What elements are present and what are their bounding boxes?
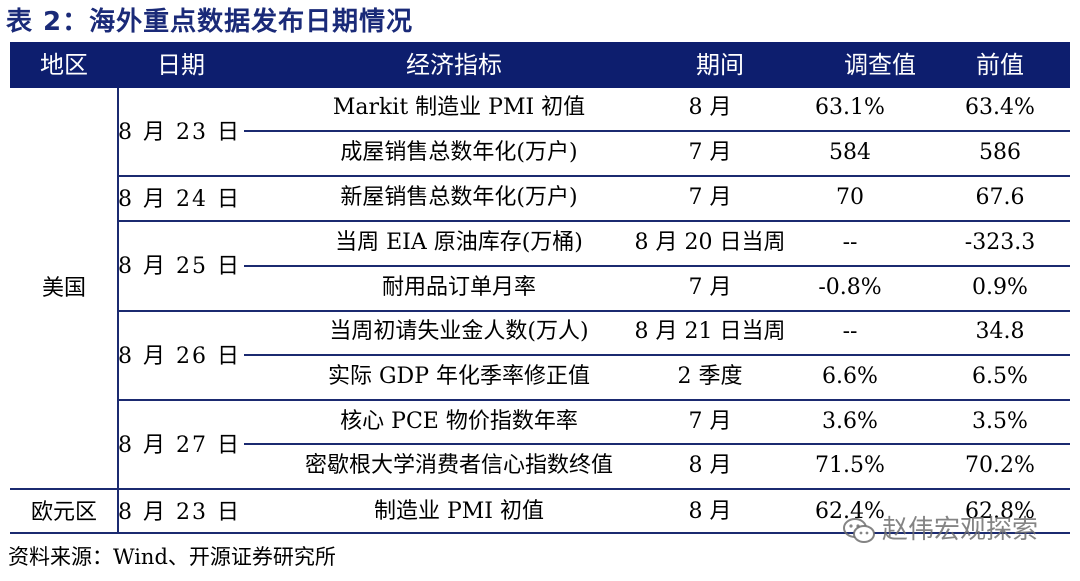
date-cell: 8 月 25 日 bbox=[118, 254, 241, 279]
date-cell: 8 月 23 日 bbox=[118, 120, 241, 145]
period-cell: 8 月 bbox=[688, 499, 732, 524]
indicator-cell: 核心 PCE 物价指数年率 bbox=[340, 409, 578, 434]
survey-cell: 71.5% bbox=[815, 453, 885, 478]
watermark-text: 赵伟宏观探索 bbox=[882, 515, 1039, 545]
previous-cell: -323.3 bbox=[964, 230, 1036, 255]
header-date: 日期 bbox=[157, 51, 205, 79]
source-note: 资料来源：Wind、开源证券研究所 bbox=[8, 545, 336, 569]
survey-cell: -- bbox=[842, 230, 858, 255]
previous-cell: 62.8% bbox=[965, 499, 1035, 524]
column-divider bbox=[117, 88, 119, 488]
row-divider bbox=[244, 265, 1070, 267]
row-divider bbox=[244, 354, 1070, 356]
column-divider bbox=[117, 490, 119, 534]
period-cell: 7 月 bbox=[688, 185, 732, 210]
indicator-cell: 成屋销售总数年化(万户) bbox=[340, 140, 578, 165]
row-divider bbox=[244, 130, 1070, 132]
indicator-cell: 当周初请失业金人数(万人) bbox=[329, 319, 589, 344]
row-divider bbox=[117, 399, 1070, 401]
period-cell: 8 月 bbox=[688, 453, 732, 478]
indicator-cell: 新屋销售总数年化(万户) bbox=[340, 185, 578, 210]
wechat-icon bbox=[843, 517, 875, 543]
previous-cell: 70.2% bbox=[965, 453, 1035, 478]
previous-cell: 586 bbox=[979, 140, 1021, 165]
survey-cell: -0.8% bbox=[818, 275, 882, 300]
survey-cell: 70 bbox=[836, 185, 864, 210]
row-divider bbox=[117, 310, 1070, 312]
previous-cell: 34.8 bbox=[975, 319, 1025, 344]
survey-cell: -- bbox=[842, 319, 858, 344]
indicator-cell: 密歇根大学消费者信心指数终值 bbox=[304, 453, 613, 478]
previous-cell: 3.5% bbox=[972, 409, 1028, 434]
period-cell: 7 月 bbox=[688, 409, 732, 434]
period-cell: 2 季度 bbox=[677, 364, 743, 389]
header-previous: 前值 bbox=[976, 51, 1024, 79]
previous-cell: 63.4% bbox=[965, 95, 1035, 120]
header-region: 地区 bbox=[40, 51, 88, 79]
header-indicator: 经济指标 bbox=[406, 51, 502, 79]
row-divider bbox=[244, 443, 1070, 445]
header-period: 期间 bbox=[696, 51, 744, 79]
region-usa: 美国 bbox=[41, 276, 86, 301]
survey-cell: 6.6% bbox=[822, 364, 878, 389]
indicator-cell: 当周 EIA 原油库存(万桶) bbox=[335, 230, 583, 255]
watermark: 赵伟宏观探索 bbox=[842, 508, 1038, 552]
header-survey: 调查值 bbox=[844, 51, 916, 79]
survey-cell: 63.1% bbox=[815, 95, 885, 120]
previous-cell: 67.6 bbox=[975, 185, 1025, 210]
indicator-cell: Markit 制造业 PMI 初值 bbox=[332, 95, 586, 120]
indicator-cell: 实际 GDP 年化季率修正值 bbox=[327, 364, 590, 389]
date-cell: 8 月 26 日 bbox=[118, 344, 241, 369]
row-divider bbox=[117, 175, 1070, 177]
previous-cell: 6.5% bbox=[972, 364, 1028, 389]
row-divider bbox=[117, 220, 1070, 222]
date-cell: 8 月 24 日 bbox=[118, 187, 241, 212]
survey-cell: 584 bbox=[829, 140, 871, 165]
period-cell: 8 月 20 日当周 bbox=[634, 230, 786, 255]
indicator-cell: 制造业 PMI 初值 bbox=[373, 499, 544, 524]
table-header: 地区 日期 经济指标 期间 调查值 前值 bbox=[10, 42, 1070, 88]
period-cell: 8 月 bbox=[688, 95, 732, 120]
survey-cell: 3.6% bbox=[822, 409, 878, 434]
table-title: 表 2：海外重点数据发布日期情况 bbox=[6, 7, 414, 37]
period-cell: 8 月 21 日当周 bbox=[634, 319, 786, 344]
indicator-cell: 耐用品订单月率 bbox=[381, 275, 536, 300]
period-cell: 7 月 bbox=[688, 275, 732, 300]
previous-cell: 0.9% bbox=[972, 275, 1028, 300]
table-bottom-rule bbox=[10, 532, 1070, 534]
date-cell: 8 月 23 日 bbox=[118, 500, 241, 525]
date-cell: 8 月 27 日 bbox=[118, 433, 241, 458]
period-cell: 7 月 bbox=[688, 140, 732, 165]
region-eurozone: 欧元区 bbox=[30, 500, 97, 525]
region-divider bbox=[10, 488, 1070, 490]
